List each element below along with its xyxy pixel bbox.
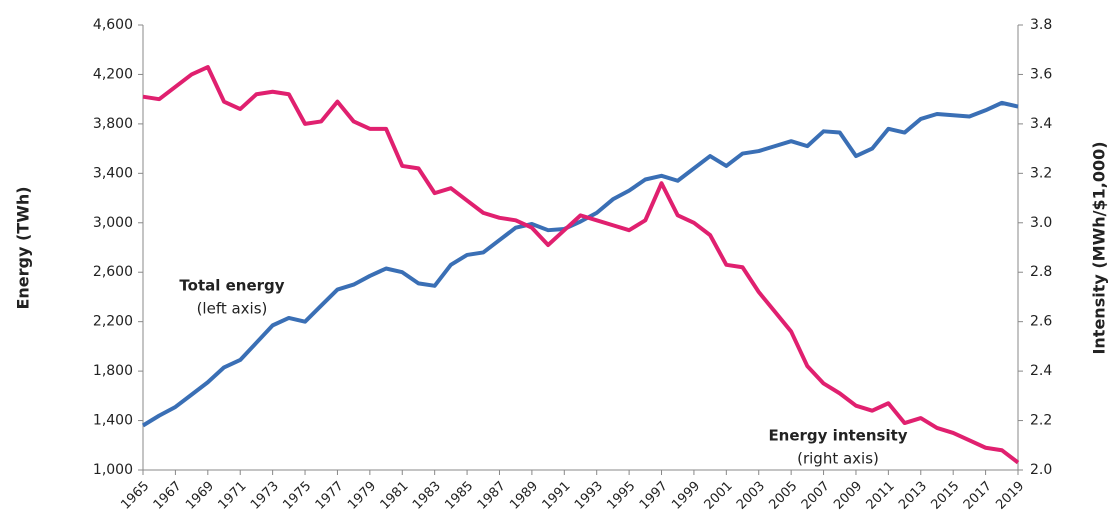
y-tick-label: 2,200 [93,314,133,330]
y-tick-label: 3,800 [93,116,133,132]
x-tick-label: 2005 [766,479,800,513]
y-tick-label: 4,200 [93,66,133,82]
x-tick-label: 2001 [702,479,736,513]
y-axis-label: Energy (TWh) [14,186,33,309]
y2-tick-label: 3.6 [1030,66,1052,82]
y-tick-label: 3,400 [93,165,133,181]
x-tick-label: 1991 [540,479,574,513]
x-tick-label: 1999 [669,479,703,513]
annotation-title: Energy intensity [768,427,907,445]
x-tick-label: 1977 [313,479,347,513]
y2-tick-label: 3.4 [1030,116,1052,132]
series-line [141,100,1019,428]
x-tick-label: 1985 [442,479,476,513]
y-tick-label: 1,000 [93,462,133,478]
y2-tick-label: 3.2 [1030,165,1052,181]
x-tick-label: 2013 [896,479,930,513]
x-tick-label: 2009 [831,479,865,513]
x-tick-label: 1987 [475,479,509,513]
x-tick-label: 2007 [799,479,833,513]
x-tick-label: 1981 [378,479,412,513]
x-tick-label: 1971 [216,479,250,513]
x-tick-label: 1993 [572,479,606,513]
y2-tick-label: 2.2 [1030,413,1052,429]
x-tick-label: 1995 [604,479,638,513]
x-tick-label: 1983 [410,479,444,513]
y2-tick-label: 3.0 [1030,215,1052,231]
y2-tick-label: 2.8 [1030,264,1052,280]
series-line [142,65,1020,465]
x-tick-label: 2019 [993,479,1027,513]
y-tick-label: 3,000 [93,215,133,231]
y2-tick-label: 2.6 [1030,314,1052,330]
x-tick-label: 2017 [961,479,995,513]
y-tick-label: 1,800 [93,363,133,379]
y2-axis-label: Intensity (MWh/$1,000) [1090,141,1109,354]
annotation-note: (left axis) [197,300,268,318]
y-tick-label: 4,600 [93,17,133,33]
x-tick-label: 1975 [280,479,314,513]
y2-tick-label: 3.8 [1030,17,1052,33]
x-tick-label: 2015 [928,479,962,513]
x-tick-label: 1969 [183,479,217,513]
annotation-title: Total energy [179,277,284,295]
y-tick-label: 2,600 [93,264,133,280]
x-tick-label: 2003 [734,479,768,513]
x-tick-label: 1973 [248,479,282,513]
annotation-note: (right axis) [797,450,879,468]
y2-tick-label: 2.4 [1030,363,1052,379]
x-tick-label: 1967 [151,479,185,513]
y-tick-label: 1,400 [93,413,133,429]
x-tick-label: 1965 [118,479,152,513]
x-tick-label: 1979 [345,479,379,513]
x-tick-label: 2011 [864,479,898,513]
x-tick-label: 1989 [507,479,541,513]
y2-tick-label: 2.0 [1030,462,1052,478]
x-tick-label: 1997 [637,479,671,513]
